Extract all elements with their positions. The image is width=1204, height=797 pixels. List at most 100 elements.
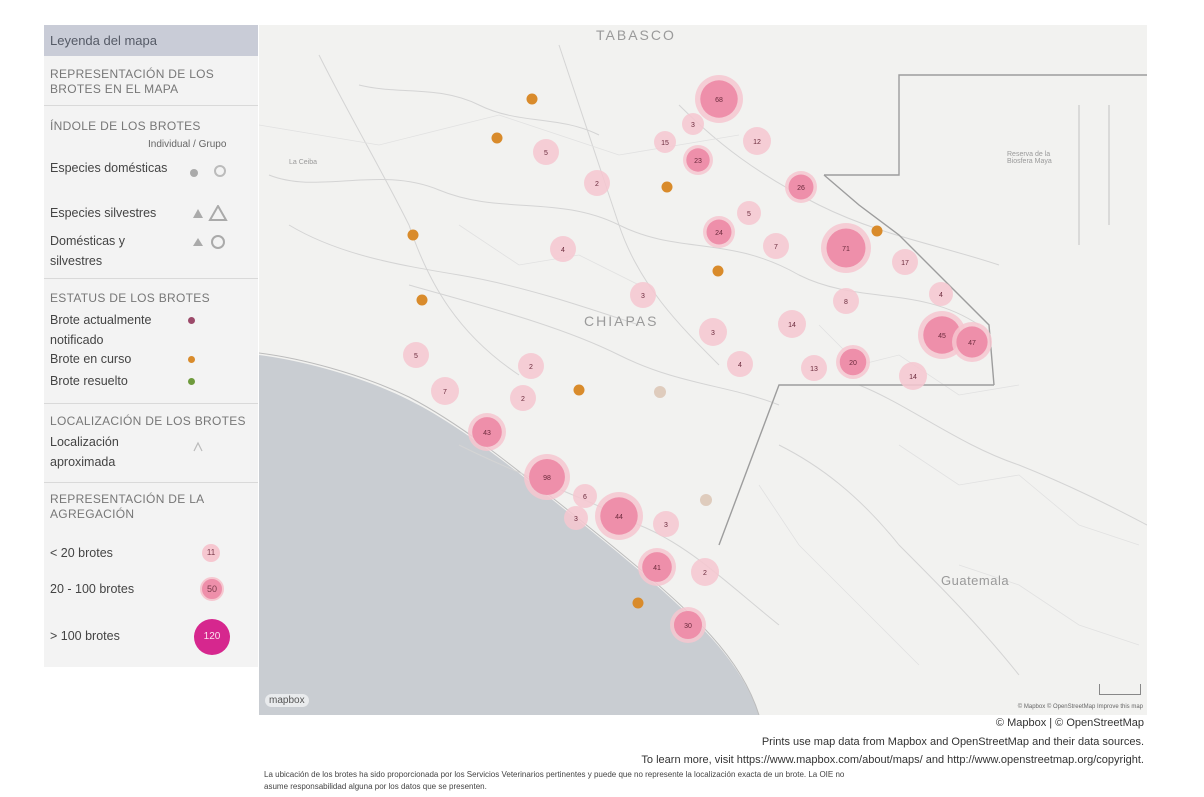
outbreak-cluster[interactable]: 14 xyxy=(899,362,927,390)
cluster-halo xyxy=(691,558,719,586)
label-chiapas: CHIAPAS xyxy=(584,313,659,329)
ongoing-outbreak-marker[interactable] xyxy=(871,225,883,237)
outbreak-cluster[interactable]: 2 xyxy=(518,353,544,379)
cluster-halo xyxy=(518,353,544,379)
agg-small-sample: 11 xyxy=(202,544,220,562)
pacific-ocean xyxy=(259,355,759,715)
outbreak-cluster[interactable]: 6 xyxy=(573,484,597,508)
cluster-count: 4 xyxy=(939,292,943,299)
outbreak-cluster[interactable]: 44 xyxy=(595,492,643,540)
cluster-count: 71 xyxy=(842,246,850,253)
cluster-halo xyxy=(743,127,771,155)
outbreak-cluster[interactable]: 3 xyxy=(653,511,679,537)
outbreak-cluster[interactable]: 15 xyxy=(654,131,676,153)
map-attribution[interactable]: © Mapbox © OpenStreetMap Improve this ma… xyxy=(1017,704,1143,710)
outbreak-cluster[interactable]: 41 xyxy=(638,548,676,586)
cluster-halo xyxy=(403,342,429,368)
nature-columns: Individual / Grupo xyxy=(148,139,227,150)
outbreak-cluster[interactable]: 17 xyxy=(892,249,918,275)
location-title: LOCALIZACIÓN DE LOS BROTES xyxy=(50,414,246,428)
outbreak-cluster[interactable]: 68 xyxy=(695,75,743,123)
nature-title: ÍNDOLE DE LOS BROTES xyxy=(50,119,201,133)
cluster-halo xyxy=(533,139,559,165)
outbreak-cluster[interactable]: 3 xyxy=(564,506,588,530)
label-reserva: Reserva de la Biosfera Maya xyxy=(1007,151,1052,165)
outbreak-cluster[interactable]: 2 xyxy=(584,170,610,196)
outbreak-cluster[interactable]: 8 xyxy=(833,288,859,314)
both-group-icon xyxy=(211,235,225,249)
outbreak-cluster[interactable]: 12 xyxy=(743,127,771,155)
outbreak-cluster[interactable]: 7 xyxy=(431,377,459,405)
outbreak-cluster[interactable]: 14 xyxy=(778,310,806,338)
outbreak-cluster[interactable]: 2 xyxy=(510,385,536,411)
representation-title: REPRESENTACIÓN DE LOS BROTES EN EL MAPA xyxy=(50,67,215,96)
agg-mid-sample: 50 xyxy=(200,577,224,601)
aggregation-title: REPRESENTACIÓN DE LA AGREGACIÓN xyxy=(50,492,204,521)
outbreak-cluster[interactable]: 23 xyxy=(683,145,713,175)
status-title: ESTATUS DE LOS BROTES xyxy=(50,291,210,305)
cluster-count: 5 xyxy=(544,150,548,157)
footer-line3: To learn more, visit https://www.mapbox.… xyxy=(641,754,1144,766)
cluster-count: 98 xyxy=(543,475,551,482)
agg-large-label: > 100 brotes xyxy=(50,629,120,643)
reserve-boundary xyxy=(1078,105,1110,245)
cluster-count: 4 xyxy=(738,362,742,369)
ongoing-outbreak-marker[interactable] xyxy=(407,229,419,241)
cluster-core xyxy=(686,148,710,172)
outbreak-cluster[interactable]: 71 xyxy=(821,223,871,273)
cluster-core xyxy=(956,326,988,358)
cluster-halo xyxy=(682,113,704,135)
location-approx-label: Localización aproximada xyxy=(50,435,119,469)
outbreak-cluster[interactable]: 4 xyxy=(727,351,753,377)
outbreak-cluster[interactable]: 5 xyxy=(533,139,559,165)
status-resolved-dot xyxy=(188,378,195,385)
ongoing-outbreak-marker[interactable] xyxy=(416,294,428,306)
ongoing-outbreak-marker[interactable] xyxy=(661,181,673,193)
ongoing-outbreak-marker[interactable] xyxy=(526,93,538,105)
mapbox-logo[interactable]: mapbox xyxy=(265,694,309,707)
outbreak-cluster[interactable]: 4 xyxy=(550,236,576,262)
outbreak-cluster[interactable]: 3 xyxy=(699,318,727,346)
coastline xyxy=(259,352,760,715)
cluster-core xyxy=(839,348,867,376)
outbreak-cluster[interactable]: 30 xyxy=(670,607,706,643)
cluster-core xyxy=(923,316,961,354)
outbreak-cluster[interactable]: 20 xyxy=(836,345,870,379)
ongoing-outbreak-marker[interactable] xyxy=(573,384,585,396)
cluster-count: 7 xyxy=(774,244,778,251)
cluster-halo xyxy=(584,170,610,196)
ongoing-outbreak-marker[interactable] xyxy=(632,597,644,609)
ongoing-outbreak-marker[interactable] xyxy=(491,132,503,144)
divider xyxy=(44,482,258,483)
outbreak-cluster[interactable]: 13 xyxy=(801,355,827,381)
outbreak-cluster[interactable]: 3 xyxy=(682,113,704,135)
approx-location-marker[interactable] xyxy=(654,386,666,398)
cluster-count: 20 xyxy=(849,360,857,367)
cluster-count: 14 xyxy=(909,374,917,381)
outbreak-map[interactable]: TABASCO CHIAPAS Guatemala Reserva de la … xyxy=(259,25,1147,715)
outbreak-cluster[interactable]: 4 xyxy=(929,282,953,306)
outbreak-cluster[interactable]: 3 xyxy=(630,282,656,308)
footer-note-1: La ubicación de los brotes ha sido propo… xyxy=(264,770,845,779)
cluster-count: 43 xyxy=(483,430,491,437)
both-icons xyxy=(193,235,225,249)
outbreak-cluster[interactable]: 43 xyxy=(468,413,506,451)
outbreak-cluster[interactable]: 5 xyxy=(737,201,761,225)
cluster-core xyxy=(642,552,672,582)
outbreak-cluster[interactable]: 98 xyxy=(524,454,570,500)
status-current-dot xyxy=(188,317,195,324)
ongoing-outbreak-marker[interactable] xyxy=(712,265,724,277)
outbreak-cluster[interactable]: 47 xyxy=(952,322,992,362)
map-scale-bar xyxy=(1099,684,1141,695)
status-resolved-label: Brote resuelto xyxy=(50,374,128,388)
outbreak-cluster[interactable]: 24 xyxy=(703,216,735,248)
cluster-count: 45 xyxy=(938,333,946,340)
approx-location-marker[interactable] xyxy=(700,494,712,506)
outbreak-cluster[interactable]: 2 xyxy=(691,558,719,586)
outbreak-cluster[interactable]: 7 xyxy=(763,233,789,259)
outbreak-cluster[interactable]: 26 xyxy=(785,171,817,203)
outbreak-cluster[interactable]: 5 xyxy=(403,342,429,368)
both-individual-icon xyxy=(193,238,203,246)
cluster-halo xyxy=(510,385,536,411)
